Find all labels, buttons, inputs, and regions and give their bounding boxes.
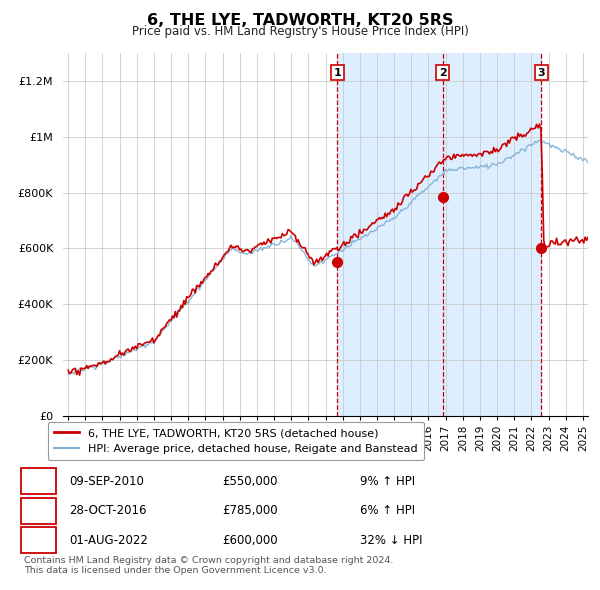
- Bar: [443, 53, 541, 416]
- Text: 2: 2: [439, 68, 446, 78]
- Text: £600,000: £600,000: [222, 534, 278, 547]
- Text: 32% ↓ HPI: 32% ↓ HPI: [360, 534, 422, 547]
- Legend: 6, THE LYE, TADWORTH, KT20 5RS (detached house), HPI: Average price, detached ho: 6, THE LYE, TADWORTH, KT20 5RS (detached…: [47, 422, 424, 460]
- Text: 6% ↑ HPI: 6% ↑ HPI: [360, 504, 415, 517]
- Text: 1: 1: [334, 68, 341, 78]
- Text: 3: 3: [34, 534, 43, 547]
- Text: 6, THE LYE, TADWORTH, KT20 5RS: 6, THE LYE, TADWORTH, KT20 5RS: [147, 13, 453, 28]
- Text: Contains HM Land Registry data © Crown copyright and database right 2024.
This d: Contains HM Land Registry data © Crown c…: [24, 556, 394, 575]
- Text: £785,000: £785,000: [222, 504, 278, 517]
- Text: 09-SEP-2010: 09-SEP-2010: [69, 475, 144, 488]
- Text: £550,000: £550,000: [222, 475, 277, 488]
- Text: 1: 1: [34, 475, 43, 488]
- Text: 01-AUG-2022: 01-AUG-2022: [69, 534, 148, 547]
- Text: 28-OCT-2016: 28-OCT-2016: [69, 504, 146, 517]
- Text: 2: 2: [34, 504, 43, 517]
- Bar: [337, 53, 443, 416]
- Text: 3: 3: [538, 68, 545, 78]
- Text: 9% ↑ HPI: 9% ↑ HPI: [360, 475, 415, 488]
- Text: Price paid vs. HM Land Registry's House Price Index (HPI): Price paid vs. HM Land Registry's House …: [131, 25, 469, 38]
